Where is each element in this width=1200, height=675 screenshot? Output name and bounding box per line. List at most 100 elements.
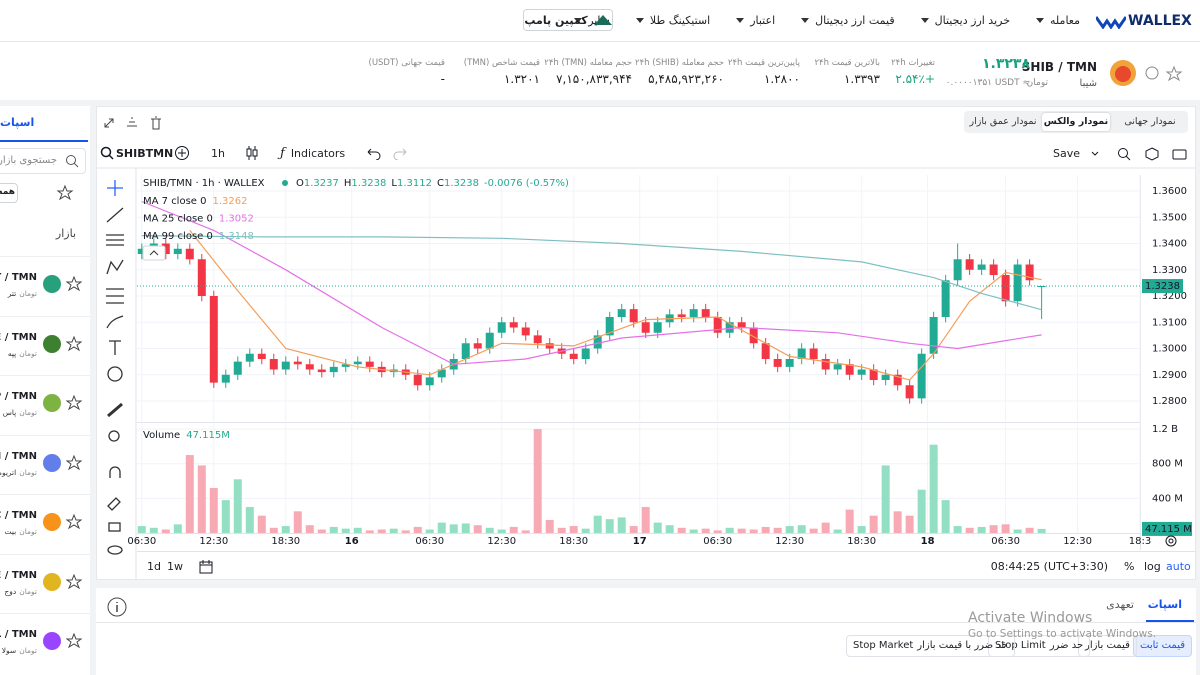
nav-item[interactable]: اعتبار: [736, 14, 775, 27]
market-divider: [0, 553, 90, 555]
x-tick-label: 12:30: [199, 536, 228, 547]
chart-tab-active[interactable]: نمودار والکس: [1042, 113, 1110, 131]
chart-tab[interactable]: نمودار جهانی: [1124, 116, 1176, 127]
y-tick-label: 1.3500: [1152, 212, 1187, 223]
symbol[interactable]: SHIBTMN: [116, 147, 174, 160]
redo-icon[interactable]: [393, 148, 407, 160]
scale-option[interactable]: auto: [1166, 560, 1191, 573]
measure-tool[interactable]: [107, 402, 123, 418]
zoom-tool[interactable]: [108, 430, 120, 442]
market-pair[interactable]: SE / TMN: [0, 569, 37, 581]
hide-tool[interactable]: [107, 545, 123, 555]
projection-tool[interactable]: [106, 288, 124, 304]
logo[interactable]: WALLEX: [1096, 11, 1192, 31]
candle-body: [461, 343, 470, 360]
info-icon[interactable]: [106, 596, 128, 618]
market-pair[interactable]: P / TMN: [0, 391, 37, 402]
market-favorite[interactable]: [66, 454, 82, 471]
delete-icon[interactable]: [151, 116, 161, 130]
settings-icon[interactable]: [1145, 147, 1159, 161]
market-pair[interactable]: PE / TMN: [0, 331, 37, 343]
snapshot-icon[interactable]: [1172, 149, 1187, 160]
text-tool[interactable]: [109, 340, 121, 355]
crosshair-tool[interactable]: [107, 180, 123, 196]
layout-icon[interactable]: [127, 117, 137, 127]
market-favorite[interactable]: [66, 633, 82, 649]
interval[interactable]: 1h: [211, 147, 225, 160]
market-favorite[interactable]: [66, 335, 82, 352]
volume-bar: [437, 522, 446, 533]
stat: حجم معامله ۲۴h (TMN) ۷,۱۵۰,۸۳۳,۹۴۴: [544, 58, 632, 86]
order-type[interactable]: قیمت بازار: [1078, 635, 1137, 657]
lock-tool[interactable]: [108, 522, 121, 532]
order-type-active[interactable]: قیمت ثابت: [1133, 635, 1193, 657]
market-pair[interactable]: DT / TMN: [0, 272, 37, 283]
market-favorite[interactable]: [66, 276, 82, 292]
volume-bar: [413, 526, 422, 533]
order-type[interactable]: Stop Limit حد ضرر: [988, 635, 1091, 657]
favorites-filter[interactable]: [56, 184, 74, 202]
chart-tab[interactable]: نمودار عمق بازار: [969, 116, 1037, 127]
ohlc-label: O: [296, 178, 304, 189]
volume-bar: [425, 529, 434, 533]
market-pair[interactable]: H / TMN: [0, 450, 37, 462]
order-tab-active[interactable]: اسپات: [1147, 598, 1182, 611]
market-favorite[interactable]: [66, 573, 82, 590]
quick-search[interactable]: [1118, 148, 1128, 158]
market-quote: تومان: [19, 289, 37, 298]
nav-item[interactable]: معامله: [1036, 14, 1080, 27]
range-button[interactable]: 1w: [167, 560, 183, 573]
stat-value: ۵,۴۸۵,۹۲۳,۲۶۰: [648, 72, 724, 86]
moving-average: [141, 235, 1042, 311]
volume-bar: [833, 529, 842, 533]
favorite-icon[interactable]: [1165, 65, 1183, 81]
order-tab[interactable]: تعهدی: [1106, 598, 1134, 611]
undo-icon[interactable]: [367, 148, 381, 160]
filter-all[interactable]: همه: [0, 183, 18, 203]
order-type[interactable]: Stop Market حد ضرر با قیمت بازار: [846, 635, 1015, 657]
chart-type-icon[interactable]: [244, 145, 260, 161]
ticker-name: شیبا: [1079, 78, 1097, 89]
indicators-button[interactable]: ƒ Indicators: [280, 146, 345, 161]
market-favorite[interactable]: [66, 395, 82, 411]
market-search[interactable]: جستجوی بازار: [0, 148, 86, 174]
volume-bar: [461, 523, 470, 533]
candle-body: [1001, 275, 1010, 302]
market-pair[interactable]: OL / TMN: [0, 629, 37, 640]
range-button[interactable]: 1d: [147, 560, 161, 573]
expand-icon[interactable]: [104, 118, 114, 128]
magnet-tool[interactable]: [109, 466, 121, 478]
nav-label: معامله: [1050, 13, 1080, 27]
market-icon: [43, 394, 61, 412]
nav-item[interactable]: استیکینگ طلا: [635, 14, 710, 27]
axis-settings[interactable]: [1164, 534, 1178, 548]
date-range-icon[interactable]: [198, 559, 214, 575]
sidebar-tab[interactable]: اسپات: [0, 116, 35, 129]
pattern-tool[interactable]: [106, 259, 124, 275]
trend-line-tool[interactable]: [106, 207, 124, 223]
market-quote: تومان: [19, 348, 37, 358]
campaign-button[interactable]: کمپین پامپ: [523, 9, 613, 31]
nav-item[interactable]: قیمت ارز دیجیتال: [801, 14, 895, 27]
save-button[interactable]: Save: [1053, 147, 1081, 160]
emoji-tool[interactable]: [107, 366, 123, 382]
fib-tool[interactable]: [106, 234, 124, 246]
market-icon: [43, 275, 61, 293]
scale-option[interactable]: %: [1124, 560, 1135, 573]
market-favorite[interactable]: [66, 514, 82, 530]
ohlc-label: H: [344, 178, 352, 189]
volume-bar: [881, 465, 890, 533]
alert-icon[interactable]: [1145, 66, 1159, 80]
x-tick-label: 18: [921, 536, 935, 547]
market-pair[interactable]: C / TMN: [0, 510, 37, 521]
compare-icon[interactable]: [174, 145, 190, 161]
ma-value: 1.3148: [219, 231, 254, 242]
ma-legend: MA 25 close 0 1.3052: [143, 214, 254, 225]
collapse-legend[interactable]: [142, 245, 166, 261]
star: [66, 514, 82, 530]
brush-tool[interactable]: [106, 315, 124, 329]
scale-option[interactable]: log: [1144, 560, 1161, 573]
nav-item[interactable]: خرید ارز دیجیتال: [920, 14, 1010, 27]
save-menu[interactable]: [1091, 151, 1099, 156]
stay-drawing-tool[interactable]: [107, 497, 121, 511]
